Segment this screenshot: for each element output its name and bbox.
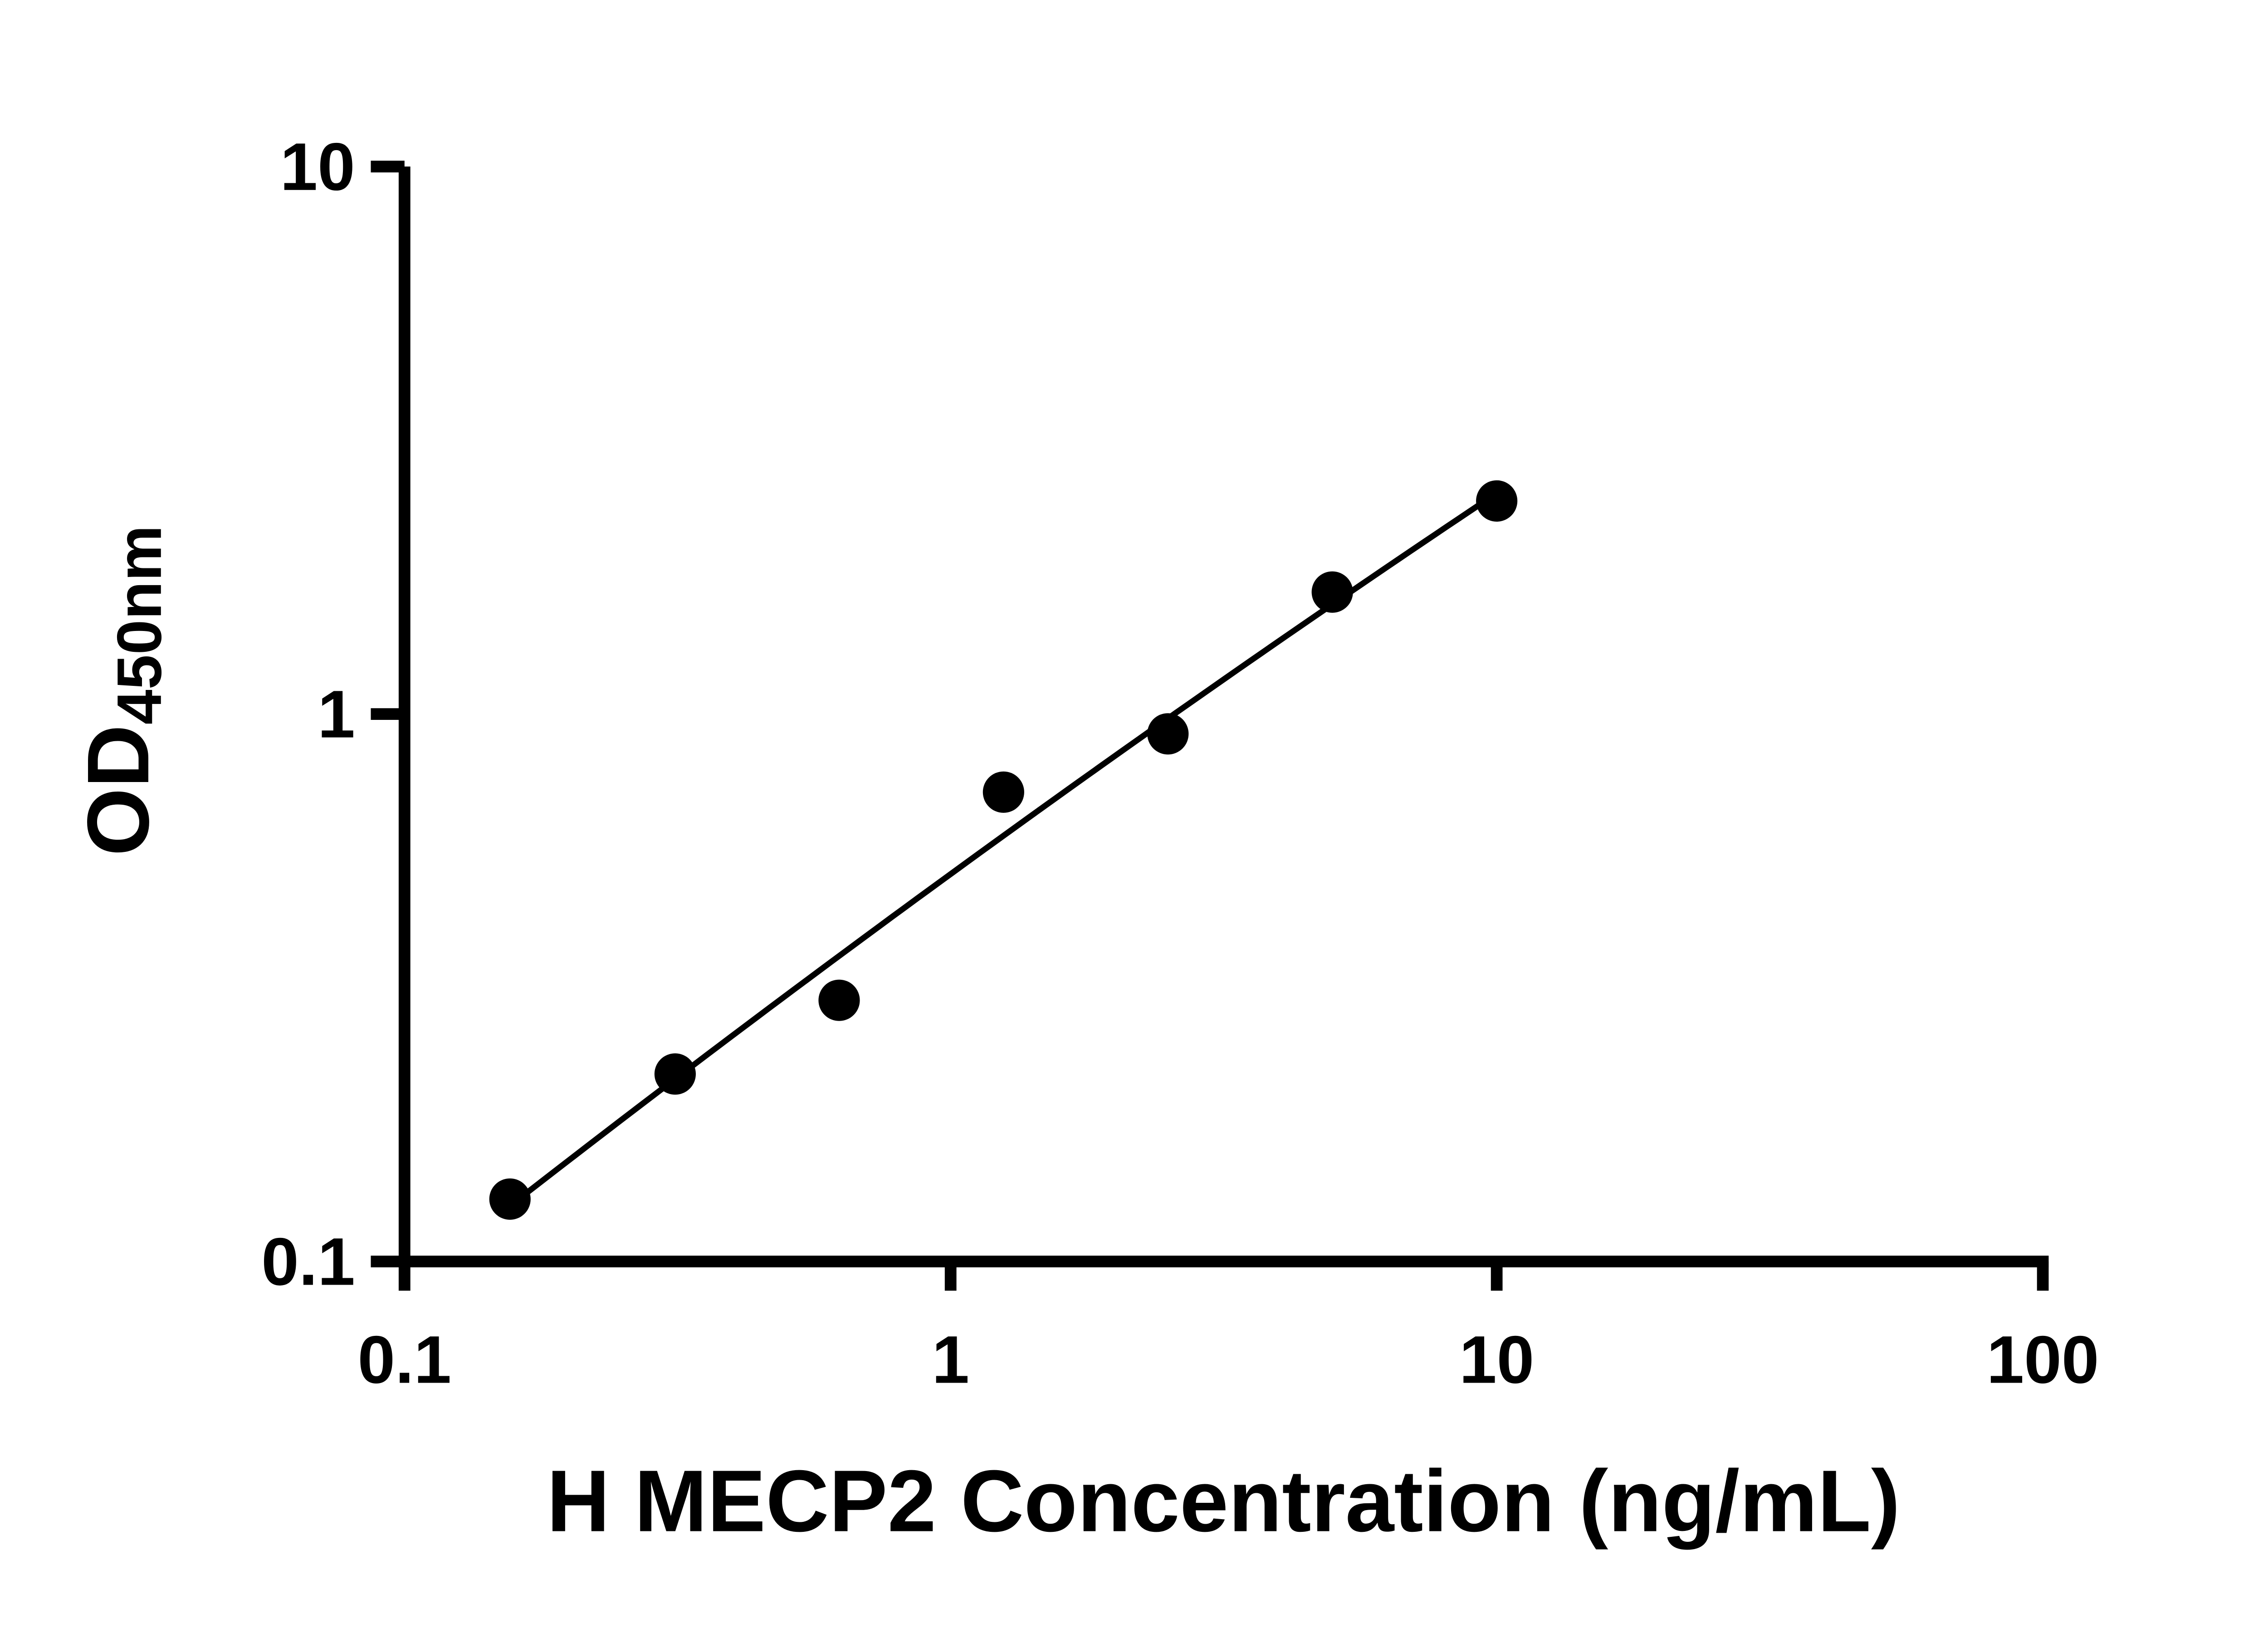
axes: 0.1 1 10 100 0.1 1 10 bbox=[261, 129, 2099, 1398]
data-point bbox=[818, 979, 860, 1021]
x-tick-label: 1 bbox=[932, 1322, 969, 1398]
y-axis-title: OD450nm bbox=[69, 525, 175, 856]
data-point bbox=[982, 771, 1024, 813]
y-axis-title-subscript: 450nm bbox=[104, 525, 175, 725]
x-axis-title: H MECP2 Concentration (ng/mL) bbox=[547, 1452, 1900, 1550]
x-tick-label: 0.1 bbox=[357, 1322, 451, 1398]
y-tick-label: 1 bbox=[318, 677, 355, 752]
y-tick-label: 0.1 bbox=[261, 1224, 355, 1300]
x-tick-label: 10 bbox=[1459, 1322, 1534, 1398]
data-point bbox=[654, 1053, 696, 1095]
y-tick-label: 10 bbox=[280, 129, 355, 205]
data-points bbox=[489, 480, 1518, 1220]
data-point bbox=[1476, 480, 1518, 522]
y-axis-title-main: OD bbox=[69, 724, 167, 856]
x-tick-label: 100 bbox=[1987, 1322, 2099, 1398]
data-point bbox=[489, 1178, 531, 1220]
data-point bbox=[1147, 713, 1189, 755]
data-point bbox=[1311, 571, 1353, 613]
